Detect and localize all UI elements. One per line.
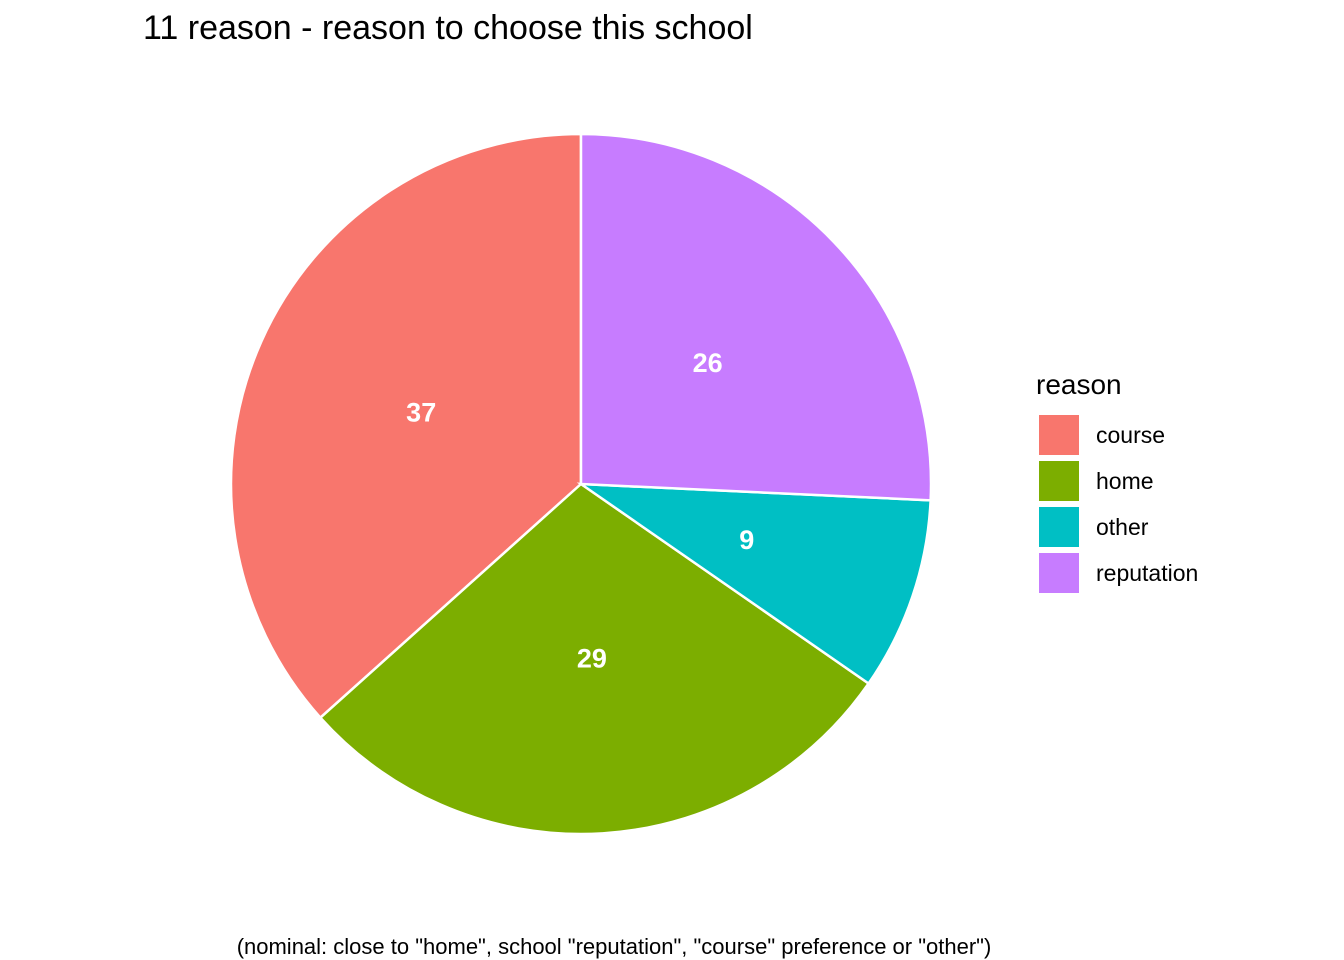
pie-slices [229,132,933,836]
slice-value-label-reputation: 26 [693,348,723,378]
legend-key-other [1037,505,1081,549]
pie-slice-course [229,132,583,720]
legend-key-reputation [1037,551,1081,595]
chart-title: 11 reason - reason to choose this school [143,9,753,47]
legend-title: reason [1036,369,1122,400]
pie-slice-labels: 37 29 9 26 [406,348,754,673]
pie-slice-home [318,482,871,836]
legend-label-home: home [1096,468,1154,494]
slice-value-label-course: 37 [406,398,436,428]
pie-slice-reputation [579,132,933,502]
legend-label-other: other [1096,514,1149,540]
legend-key-course [1037,413,1081,457]
legend-label-reputation: reputation [1096,560,1198,586]
legend: reason course home other reputation [1036,369,1198,595]
legend-label-course: course [1096,422,1165,448]
chart-caption: (nominal: close to "home", school "reput… [237,934,992,959]
slice-value-label-other: 9 [739,525,754,555]
pie-slice-other [576,482,932,686]
legend-key-home [1037,459,1081,503]
legend-items: course home other reputation [1037,413,1198,595]
slice-value-label-home: 29 [577,644,607,674]
